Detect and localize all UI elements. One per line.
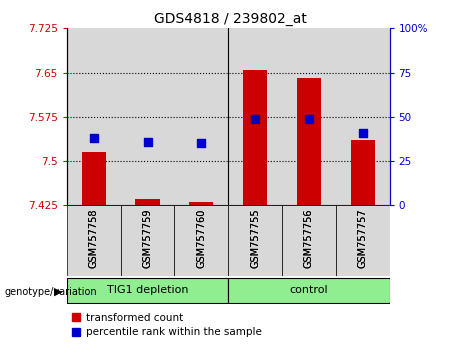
Text: genotype/variation: genotype/variation: [5, 287, 97, 297]
Point: [359, 130, 366, 136]
Bar: [136, 199, 160, 205]
Bar: [297, 79, 321, 205]
Point: [198, 141, 205, 146]
Point: [144, 139, 151, 144]
Text: GSM757759: GSM757759: [142, 209, 153, 268]
FancyBboxPatch shape: [282, 205, 336, 276]
FancyBboxPatch shape: [228, 205, 282, 276]
Text: GSM757755: GSM757755: [250, 209, 260, 268]
Text: ▶: ▶: [54, 287, 62, 297]
FancyBboxPatch shape: [228, 278, 390, 303]
Text: GSM757757: GSM757757: [358, 209, 368, 268]
Text: GDS4818 / 239802_at: GDS4818 / 239802_at: [154, 12, 307, 27]
Bar: [336, 28, 390, 205]
Bar: [174, 28, 228, 205]
FancyBboxPatch shape: [67, 278, 228, 303]
Bar: [282, 28, 336, 205]
Bar: [189, 202, 213, 205]
Point: [305, 116, 313, 121]
FancyBboxPatch shape: [67, 205, 121, 276]
Text: GSM757758: GSM757758: [89, 209, 99, 268]
Text: TIG1 depletion: TIG1 depletion: [107, 285, 188, 295]
Bar: [243, 70, 267, 205]
Text: control: control: [290, 285, 328, 295]
Text: GSM757756: GSM757756: [304, 209, 314, 268]
Point: [90, 135, 97, 141]
Text: GSM757755: GSM757755: [250, 209, 260, 268]
FancyBboxPatch shape: [336, 205, 390, 276]
Bar: [228, 28, 282, 205]
Text: GSM757760: GSM757760: [196, 209, 207, 268]
FancyBboxPatch shape: [121, 205, 174, 276]
Text: GSM757760: GSM757760: [196, 209, 207, 268]
Text: GSM757758: GSM757758: [89, 209, 99, 268]
Bar: [350, 141, 375, 205]
Legend: transformed count, percentile rank within the sample: transformed count, percentile rank withi…: [72, 313, 261, 337]
Text: GSM757759: GSM757759: [142, 209, 153, 268]
Bar: [67, 28, 121, 205]
Bar: [82, 152, 106, 205]
Bar: [121, 28, 174, 205]
Text: GSM757757: GSM757757: [358, 209, 368, 268]
Text: GSM757756: GSM757756: [304, 209, 314, 268]
Point: [251, 116, 259, 121]
FancyBboxPatch shape: [174, 205, 228, 276]
